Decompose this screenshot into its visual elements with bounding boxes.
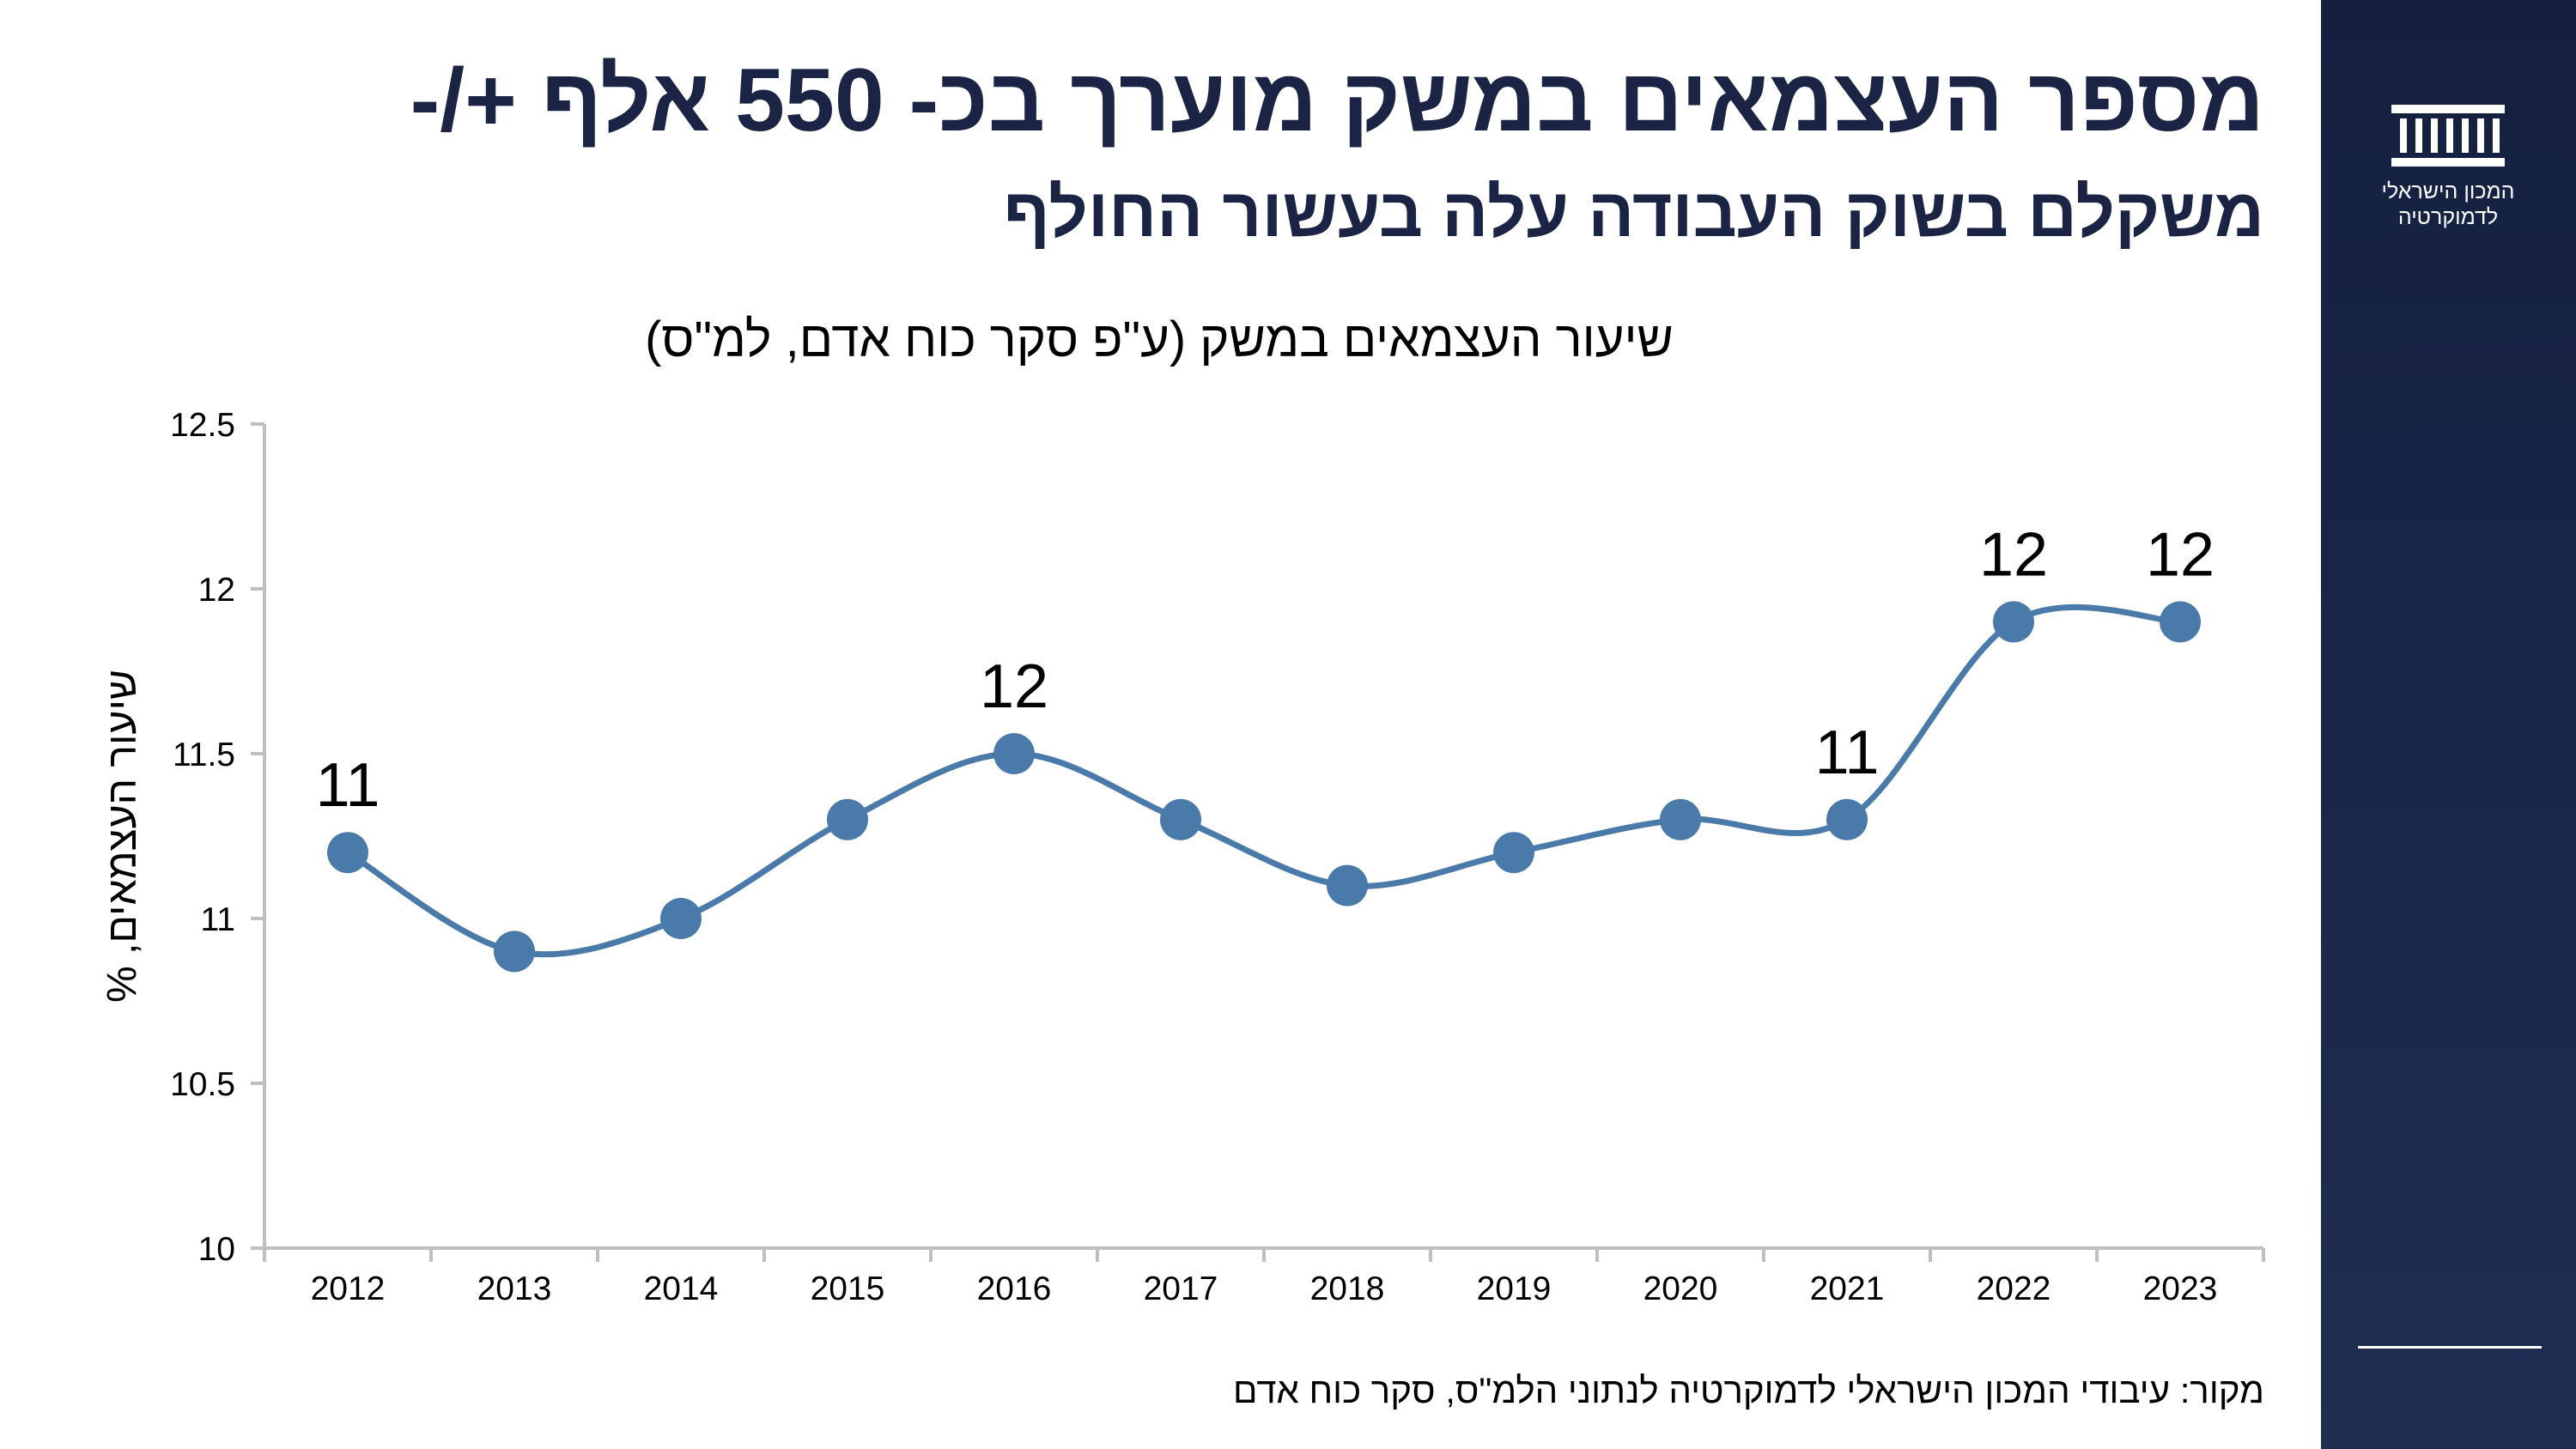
x-tick-label: 2014 — [644, 1270, 719, 1307]
x-tick-label: 2016 — [977, 1270, 1052, 1307]
data-point — [827, 798, 868, 840]
data-label: 11 — [1815, 718, 1880, 787]
x-tick-label: 2021 — [1810, 1270, 1885, 1307]
x-tick-label: 2023 — [2143, 1270, 2218, 1307]
sidebar-divider — [2358, 1346, 2542, 1349]
line-chart: 10 10.5 11 11.5 12 12.5 2012 2013 2014 2015 2016 20… — [100, 407, 2265, 1307]
data-label: 12 — [1979, 520, 2048, 589]
x-tick-label: 2018 — [1310, 1270, 1385, 1307]
page-subtitle: משקלם בשוק העבודה עלה בעשור החולף — [1003, 174, 2264, 251]
page-title: מספר העצמאים במשק מוערך בכ- 550 אלף +/- — [410, 51, 2264, 150]
y-tick-label: 11.5 — [173, 737, 235, 773]
data-point — [494, 931, 535, 973]
series-line — [344, 603, 2184, 958]
data-point — [1993, 601, 2034, 643]
data-point — [1660, 798, 1701, 840]
y-tick-label: 12.5 — [170, 407, 235, 444]
brand-sidebar: המכון הישראלי לדמוקרטיה — [2321, 0, 2576, 1449]
y-tick-label: 10 — [198, 1231, 235, 1268]
institution-columns-icon — [2391, 105, 2505, 167]
x-tick-label: 2019 — [1477, 1270, 1552, 1307]
data-label: 11 — [316, 751, 380, 820]
x-tick-label: 2013 — [477, 1270, 552, 1307]
data-point — [993, 733, 1035, 774]
logo-wordmark: המכון הישראלי לדמוקרטיה — [2355, 179, 2541, 230]
y-tick-label: 12 — [198, 572, 235, 609]
y-tick-label: 11 — [201, 901, 236, 938]
chart-title: שיעור העצמאים במשק (ע"פ סקר כוח אדם, למ"… — [645, 312, 1674, 367]
x-tick-label: 2020 — [1643, 1270, 1718, 1307]
y-tick-label: 10.5 — [170, 1066, 235, 1103]
data-point — [2160, 601, 2201, 643]
data-point — [1493, 832, 1534, 874]
data-point — [660, 898, 702, 939]
logo-text-line1: המכון הישראלי — [2381, 179, 2515, 203]
x-tick-label: 2017 — [1144, 1270, 1218, 1307]
x-tick-label: 2015 — [811, 1270, 885, 1307]
data-point — [1826, 798, 1868, 840]
data-point — [1327, 864, 1368, 906]
x-tick-label: 2022 — [1977, 1270, 2051, 1307]
data-label: 12 — [2146, 520, 2215, 589]
y-axis-title: שיעור העצמאים, % — [100, 670, 145, 1003]
x-tick-label: 2012 — [311, 1270, 386, 1307]
logo-text-line2: לדמוקרטיה — [2397, 205, 2499, 229]
source-note: מקור: עיבודי המכון הישראלי לדמוקרטיה לנת… — [1232, 1370, 2264, 1410]
data-point — [327, 832, 368, 874]
data-point — [1160, 798, 1201, 840]
data-label: 12 — [980, 652, 1048, 721]
